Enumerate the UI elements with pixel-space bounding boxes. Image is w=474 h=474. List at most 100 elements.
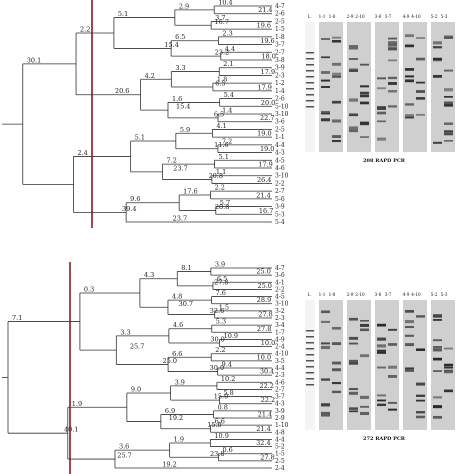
branch-value-label: 19.2: [162, 461, 176, 469]
branch-length-label: 6.5: [175, 33, 185, 41]
gel-band: [416, 90, 425, 93]
branch-value-label: 25.7: [117, 452, 131, 460]
gel-band: [377, 137, 386, 141]
gel-band: [433, 41, 442, 45]
ladder-band: [306, 336, 314, 338]
lane-label: 5-3: [441, 14, 448, 19]
gel-band: [444, 101, 453, 105]
leaf-label: 1-8: [275, 34, 285, 41]
branch-length-label: 10.9: [224, 332, 238, 340]
gel-band: [321, 85, 330, 88]
branch-length-label: 2.9: [179, 2, 189, 10]
branch-length-label: 1.9: [72, 400, 82, 408]
ladder-band: [306, 94, 314, 96]
leaf-label: 2-6: [275, 96, 285, 103]
branch-value-label: 30.0: [210, 364, 224, 372]
gel-band: [388, 343, 397, 346]
leaf-label: 3-9: [275, 204, 285, 211]
branch-length-label: 3.9: [215, 261, 225, 269]
gel-band: [433, 318, 442, 321]
leaf-label: 2-4: [275, 344, 285, 351]
branch-length-label: 6.6: [172, 350, 182, 358]
branch-length-label: 1.4: [222, 107, 232, 115]
gel-band: [433, 57, 442, 60]
gel-band: [321, 38, 330, 40]
gel-band: [349, 407, 358, 410]
leaf-label: 4-7: [275, 3, 285, 10]
branch-value-label: 26.4: [257, 176, 271, 184]
lane-label: 3-6: [375, 14, 382, 19]
gel-band: [416, 399, 425, 402]
branch-value-label: 28.9: [257, 296, 271, 304]
leaf-label: 1-7: [275, 329, 285, 336]
gel-band: [433, 141, 442, 144]
gel-band: [377, 120, 386, 123]
gel-band: [444, 122, 453, 125]
gel-band: [433, 415, 442, 419]
leaf-label: 2-5: [275, 126, 285, 133]
lane-label: 4-9: [403, 292, 410, 297]
gel-band: [360, 323, 369, 327]
gel-band: [433, 314, 442, 318]
gel-band: [349, 361, 358, 365]
branch-length-label: 5.4: [224, 91, 234, 99]
gel-caption: 272 RAPD PCR: [363, 436, 406, 442]
gel-band: [321, 110, 330, 113]
gel-band: [405, 44, 414, 48]
branch-length-label: 4.6: [173, 321, 183, 329]
leaf-label: 3-8: [275, 57, 285, 64]
gel-band: [388, 89, 397, 93]
gel-band: [416, 382, 425, 386]
gel-band: [360, 319, 369, 322]
branch-value-label: 23.2: [215, 49, 229, 57]
gel-band: [388, 43, 397, 47]
branch-length-label: 4.3: [144, 271, 154, 279]
gel-band: [377, 111, 386, 115]
gel-band: [377, 399, 386, 402]
gel-band: [416, 97, 425, 100]
branch-length-label: 9.0: [131, 386, 141, 394]
branch-length-label: 0.3: [84, 286, 94, 294]
branch-length-label: 10.4: [218, 0, 232, 7]
leaf-label: 5-2: [275, 444, 285, 451]
branch-length-label: 1.1: [216, 168, 226, 176]
leaf-label: 2-3: [275, 72, 285, 79]
leaf-label: 4-6: [275, 165, 285, 172]
leaf-label: 4-4: [275, 142, 285, 149]
gel-band: [349, 126, 358, 130]
gel-band: [377, 394, 386, 397]
lane-label: 1-1: [319, 292, 326, 297]
branch-value-label: 27.8: [214, 278, 228, 286]
branch-length-label: 7.2: [167, 157, 177, 165]
gel-caption: 208 RAPD PCR: [363, 158, 406, 164]
gel-band: [416, 81, 425, 84]
branch-value-label: 11.6: [214, 141, 228, 149]
leaf-label: 4-9: [275, 336, 285, 343]
gel-band: [388, 41, 397, 45]
gel-band: [349, 114, 358, 117]
leaf-label: 2-5: [275, 458, 285, 465]
leaf-label: 3-4: [275, 322, 285, 329]
gel-band: [360, 405, 369, 408]
branch-value-label: 20.8: [209, 172, 223, 180]
gel-band: [377, 87, 386, 90]
leaf-label: 1-5: [275, 26, 285, 33]
gel-band: [388, 76, 397, 80]
lane-label: 3-7: [385, 14, 392, 19]
ladder-band: [306, 348, 314, 350]
branch-value-label: 21.4: [258, 411, 272, 419]
lane-label: 2-10: [355, 14, 365, 19]
branch-value-label: 20.8: [215, 203, 229, 211]
gel-band: [321, 342, 330, 345]
leaf-label: 3-9: [275, 408, 285, 415]
gel-band: [416, 37, 425, 39]
branch-value-label: 22.7: [260, 114, 274, 122]
branch-value-label: 19.2: [169, 414, 183, 422]
gel-band: [405, 310, 414, 313]
branch-value-label: 21.4: [258, 6, 272, 14]
gel-band: [332, 140, 341, 143]
leaf-label: 2-4: [275, 465, 285, 472]
gel-band: [332, 40, 341, 43]
leaf-label: 2-7: [275, 386, 285, 393]
gel-strip: [403, 22, 427, 152]
